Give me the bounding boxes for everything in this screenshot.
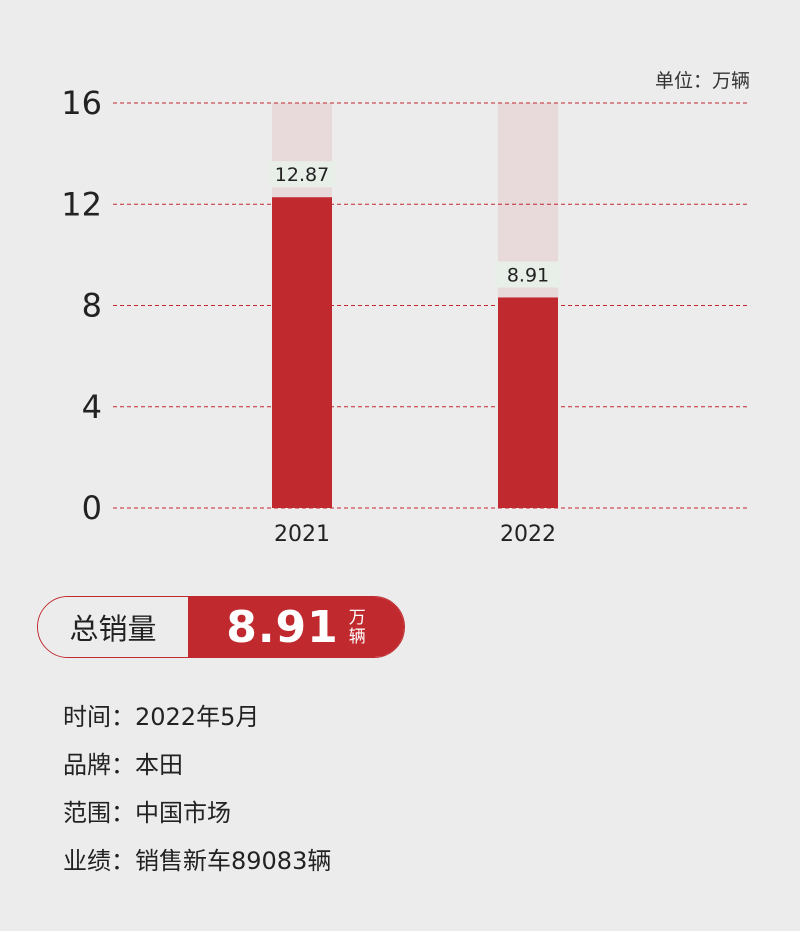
data-label-background: [269, 161, 335, 188]
info-value: 本田: [135, 750, 183, 779]
bar: [498, 297, 558, 508]
info-key: 业绩：: [63, 846, 135, 875]
total-sales-unit: 万 辆: [349, 609, 366, 647]
total-sales-value-box: 8.91 万 辆: [188, 597, 404, 657]
bar-chart: 0 4 8 12 16 12.87 2021 8.91 2022: [61, 84, 750, 547]
total-sales-label: 总销量: [38, 597, 188, 657]
info-row-brand: 品牌： 本田: [63, 738, 331, 786]
unit-label: 单位：万辆: [654, 70, 750, 92]
info-row-performance: 业绩： 销售新车89083辆: [63, 834, 331, 882]
total-sales-badge: 总销量 8.91 万 辆: [37, 596, 405, 658]
total-sales-unit-top: 万: [348, 608, 366, 628]
bar: [272, 197, 332, 508]
info-list: 时间： 2022年5月 品牌： 本田 范围： 中国市场 业绩： 销售新车8908…: [63, 690, 331, 882]
total-sales-unit-bottom: 辆: [348, 627, 366, 647]
data-label-background: [495, 261, 561, 288]
info-key: 范围：: [63, 798, 135, 827]
info-key: 时间：: [63, 702, 135, 731]
x-tick-label: 2021: [274, 522, 330, 547]
y-tick-label: 4: [82, 388, 102, 426]
y-tick-label: 0: [82, 489, 102, 527]
y-tick-label: 8: [82, 287, 102, 325]
total-sales-value: 8.91: [226, 601, 339, 653]
info-row-scope: 范围： 中国市场: [63, 786, 331, 834]
x-tick-label: 2022: [500, 522, 556, 547]
info-value: 中国市场: [135, 798, 231, 827]
y-tick-label: 12: [61, 185, 102, 223]
info-row-time: 时间： 2022年5月: [63, 690, 331, 738]
data-label: 12.87: [275, 164, 329, 186]
y-tick-label: 16: [61, 84, 102, 122]
info-value: 2022年5月: [135, 702, 260, 731]
data-label: 8.91: [507, 264, 549, 286]
info-key: 品牌：: [63, 750, 135, 779]
info-value: 销售新车89083辆: [135, 846, 332, 875]
